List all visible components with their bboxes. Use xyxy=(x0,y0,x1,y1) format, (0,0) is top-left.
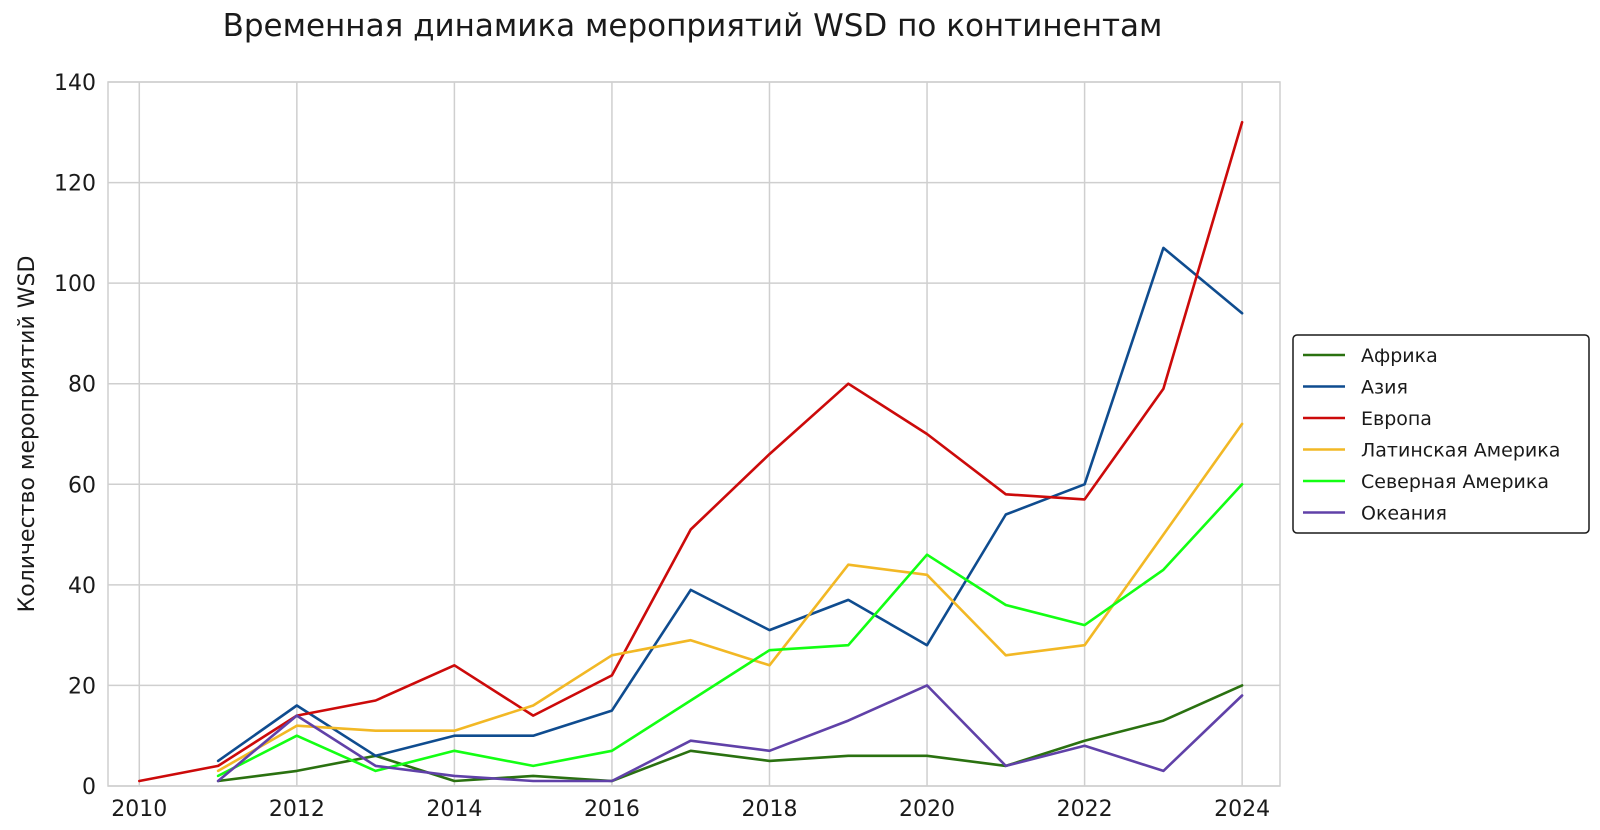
legend-label: Латинская Америка xyxy=(1361,440,1560,462)
y-tick-label: 40 xyxy=(68,574,96,599)
legend-items: Африка Азия Европа Латинская Америка Северна… xyxy=(1303,345,1560,525)
x-tick-label: 2014 xyxy=(426,797,482,822)
y-tick-label: 140 xyxy=(54,71,96,96)
legend-label: Северная Америка xyxy=(1361,471,1549,493)
x-tick-label: 2018 xyxy=(741,797,797,822)
legend: Африка Азия Европа Латинская Америка Северна… xyxy=(1292,334,1590,534)
y-tick-label: 20 xyxy=(68,674,96,699)
legend-label: Европа xyxy=(1361,408,1432,430)
x-tick-label: 2016 xyxy=(584,797,640,822)
x-tick-label: 2024 xyxy=(1214,797,1270,822)
series-line xyxy=(216,422,1244,773)
legend-box xyxy=(1292,334,1590,534)
y-tick-label: 0 xyxy=(82,775,96,800)
y-tick-label: 80 xyxy=(68,373,96,398)
chart-title: Временная динамика мероприятий WSD по ко… xyxy=(222,8,1163,44)
series-line xyxy=(138,120,1244,783)
legend-label: Азия xyxy=(1361,377,1408,399)
y-tick-label: 60 xyxy=(68,473,96,498)
series-line xyxy=(216,246,1244,763)
y-axis-label: Количество мероприятий WSD xyxy=(15,256,40,613)
grid xyxy=(108,81,1280,787)
legend-label: Океания xyxy=(1361,503,1447,525)
x-tick-label: 2022 xyxy=(1057,797,1113,822)
y-axis-ticks: 0 20 40 60 80 100 120 140 xyxy=(54,71,96,800)
x-tick-label: 2012 xyxy=(269,797,325,822)
series-line xyxy=(216,482,1244,778)
x-tick-label: 2020 xyxy=(899,797,955,822)
y-tick-label: 100 xyxy=(54,272,96,297)
y-tick-label: 120 xyxy=(54,172,96,197)
series-line xyxy=(216,684,1244,783)
series-layer xyxy=(138,120,1244,783)
series-line xyxy=(216,684,1244,783)
x-tick-label: 2010 xyxy=(111,797,167,822)
x-axis-ticks: 2010 2012 2014 2016 2018 2020 2022 2024 xyxy=(111,797,1270,822)
plot-frame xyxy=(107,81,1281,787)
legend-label: Африка xyxy=(1361,345,1438,367)
